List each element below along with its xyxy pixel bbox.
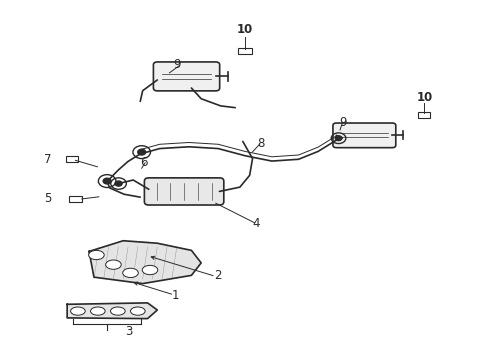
FancyBboxPatch shape (145, 178, 224, 205)
Ellipse shape (91, 307, 105, 315)
Ellipse shape (106, 260, 121, 269)
Text: 2: 2 (215, 269, 222, 282)
Text: 6: 6 (140, 156, 147, 169)
Polygon shape (67, 303, 157, 319)
Circle shape (103, 178, 111, 184)
Text: 7: 7 (44, 153, 51, 166)
Text: 10: 10 (237, 23, 253, 36)
Polygon shape (89, 241, 201, 284)
Ellipse shape (122, 268, 138, 278)
Bar (66, 157, 78, 162)
Text: 4: 4 (252, 217, 260, 230)
Bar (238, 48, 252, 54)
Text: 8: 8 (257, 137, 264, 150)
Text: 10: 10 (417, 91, 433, 104)
Text: 3: 3 (125, 325, 133, 338)
Ellipse shape (111, 307, 125, 315)
Bar (69, 196, 82, 202)
Text: 9: 9 (340, 116, 347, 129)
FancyBboxPatch shape (153, 62, 220, 91)
Text: 1: 1 (172, 288, 179, 302)
Ellipse shape (89, 250, 104, 260)
Text: 5: 5 (44, 193, 51, 206)
Circle shape (115, 181, 122, 186)
Circle shape (138, 149, 146, 155)
Ellipse shape (142, 265, 158, 275)
Text: 9: 9 (173, 58, 180, 72)
FancyBboxPatch shape (333, 123, 396, 148)
Bar (418, 112, 430, 118)
Ellipse shape (130, 307, 145, 315)
Ellipse shape (71, 307, 85, 315)
Circle shape (335, 136, 342, 141)
